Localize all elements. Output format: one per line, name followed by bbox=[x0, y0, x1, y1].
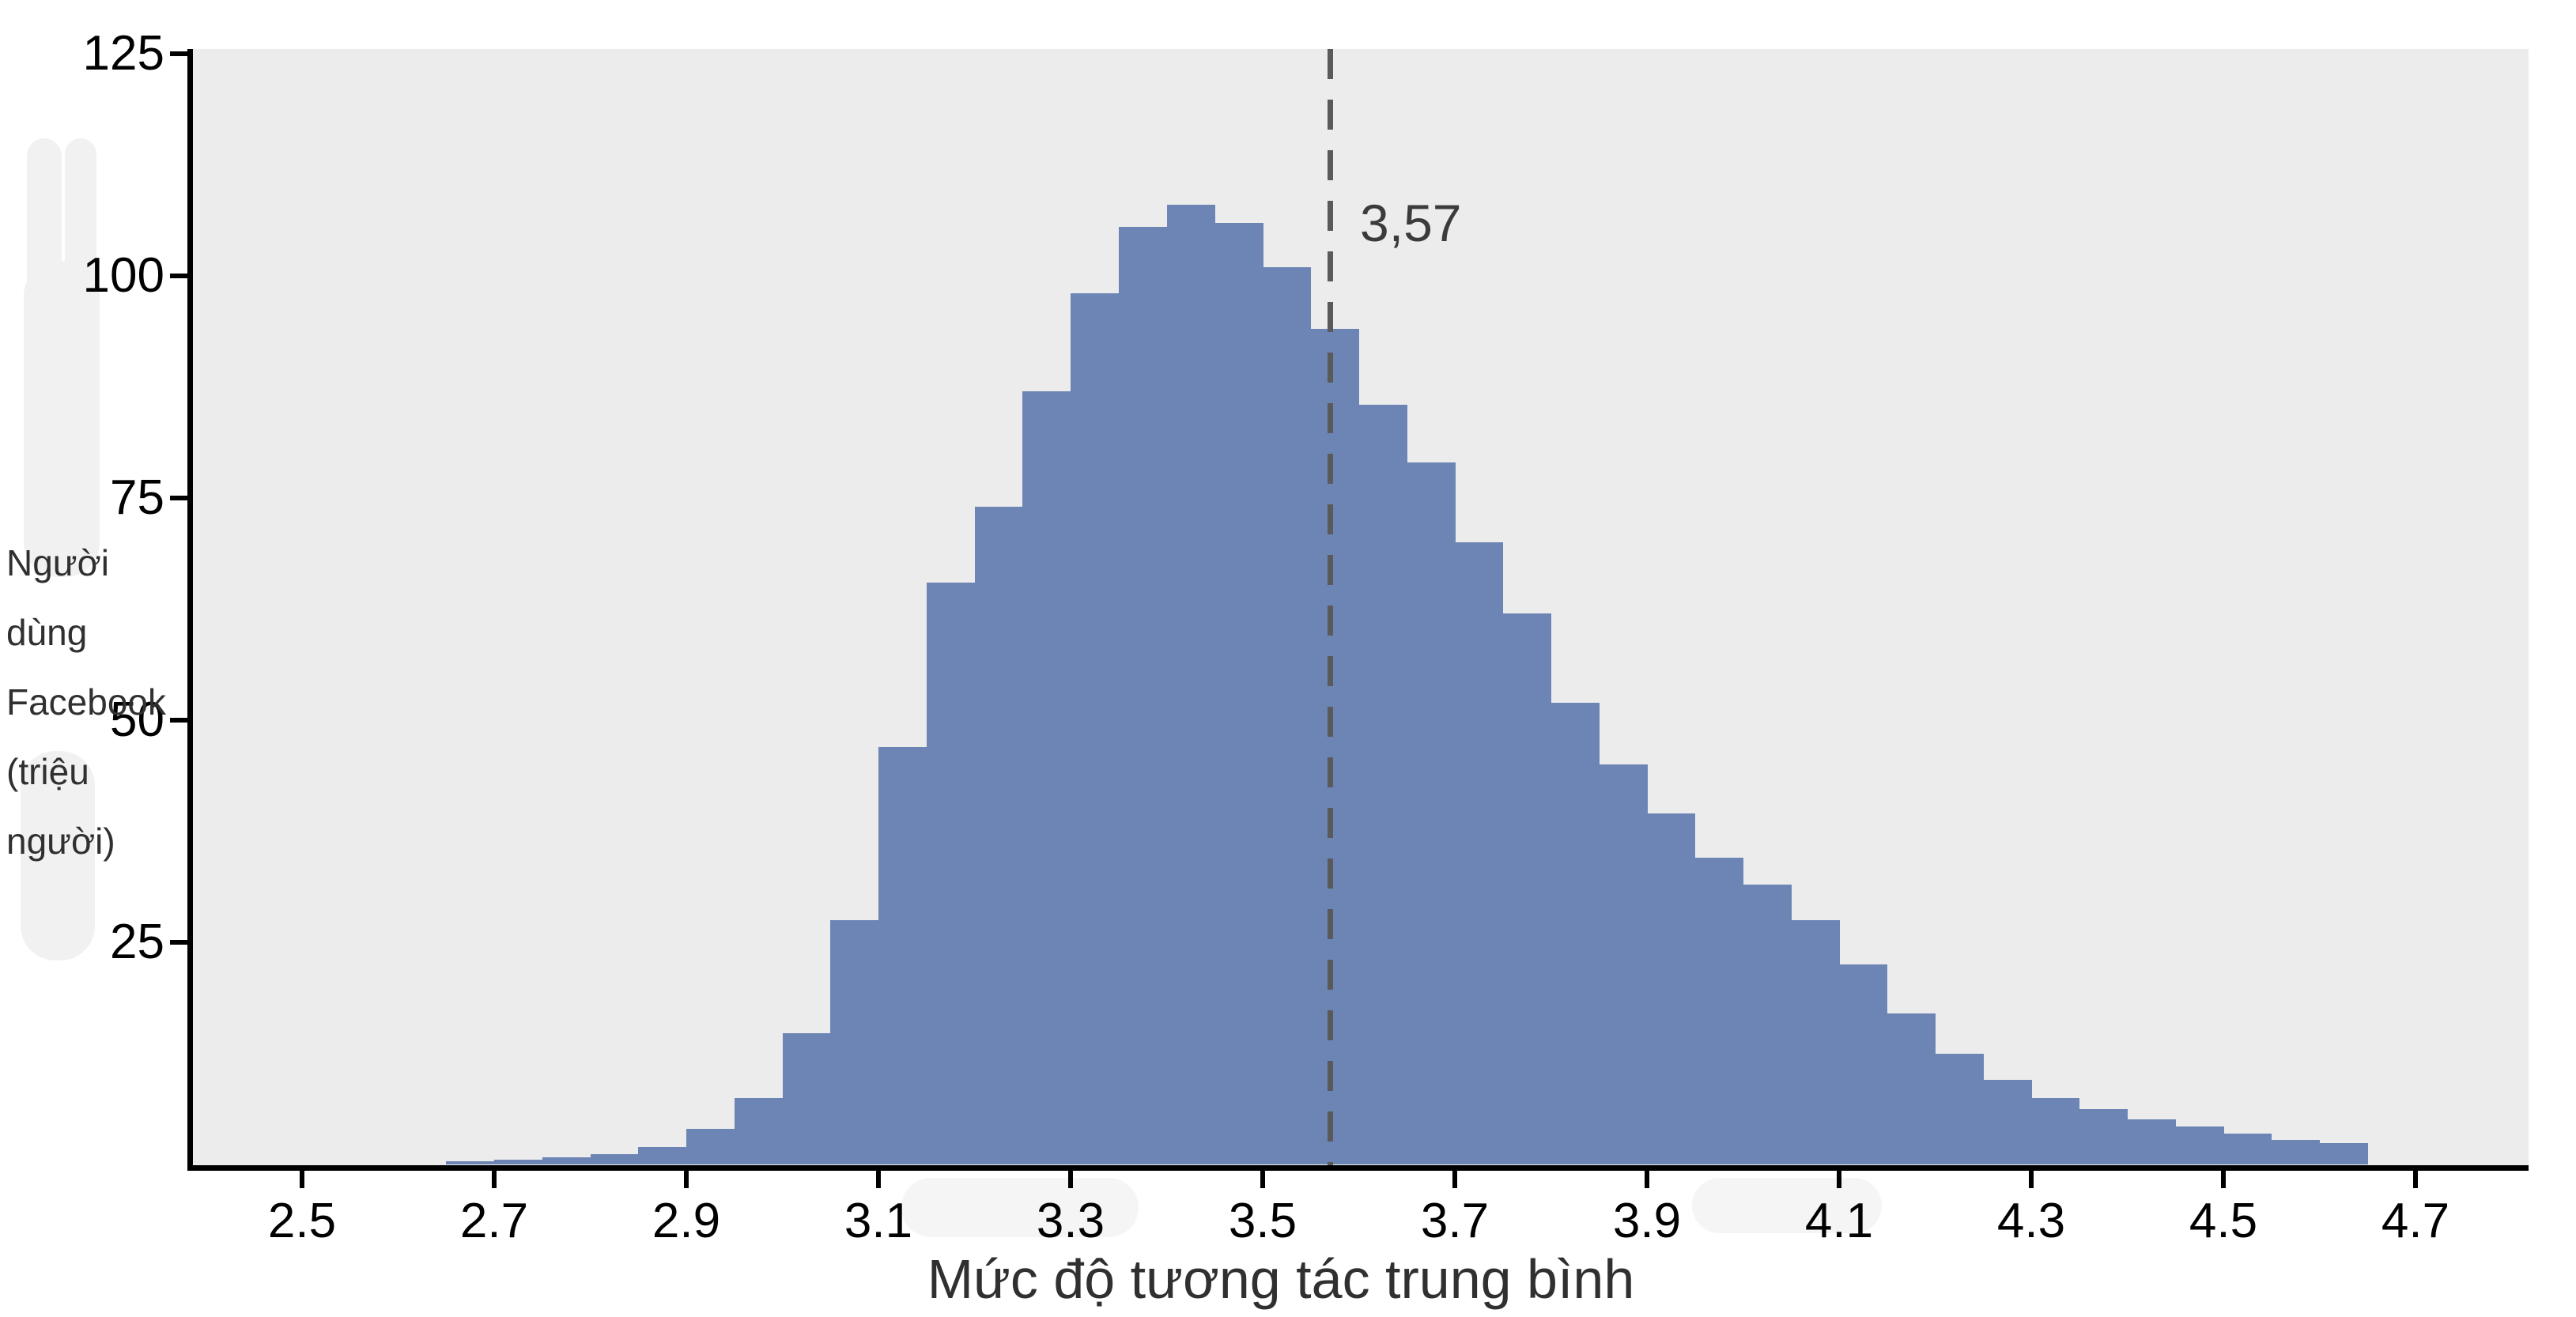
watermark-blob bbox=[24, 261, 100, 577]
mean-line bbox=[1328, 49, 1334, 1166]
x-tick-mark bbox=[1452, 1171, 1457, 1188]
histogram-bar bbox=[1743, 884, 1792, 1164]
x-tick-mark bbox=[300, 1171, 304, 1188]
x-tick-label: 4.3 bbox=[1996, 1194, 2066, 1248]
y-tick-label: 50 bbox=[110, 692, 164, 747]
y-axis-title-line: dùng bbox=[6, 612, 88, 653]
x-tick-mark bbox=[2221, 1171, 2226, 1188]
histogram-bar bbox=[878, 746, 927, 1164]
histogram-bar bbox=[782, 1032, 831, 1164]
x-tick-label: 4.1 bbox=[1804, 1194, 1874, 1248]
histogram-bar bbox=[2271, 1139, 2321, 1164]
histogram-bar bbox=[1551, 702, 1600, 1164]
histogram-bar bbox=[686, 1129, 735, 1164]
watermark-blob bbox=[901, 1178, 1139, 1237]
histogram-bar bbox=[1647, 813, 1696, 1164]
histogram-bar bbox=[1022, 391, 1071, 1164]
x-tick-label: 3.7 bbox=[1420, 1194, 1490, 1248]
histogram-bar bbox=[1214, 222, 1263, 1164]
y-tick-label: 125 bbox=[82, 26, 164, 81]
histogram-bar bbox=[830, 919, 879, 1164]
histogram-bar bbox=[1166, 205, 1215, 1164]
y-axis-title: Người dùng Facebook (triệu người) bbox=[6, 528, 167, 876]
y-tick-label: 75 bbox=[110, 470, 164, 525]
histogram-bar bbox=[974, 507, 1023, 1164]
y-axis-title-line: Người bbox=[6, 542, 109, 583]
mean-value-label: 3,57 bbox=[1360, 194, 1462, 252]
x-tick-label: 4.7 bbox=[2381, 1194, 2450, 1248]
histogram-bar bbox=[494, 1160, 543, 1164]
histogram-bar bbox=[734, 1097, 784, 1164]
x-axis-line bbox=[187, 1165, 2529, 1171]
x-tick-mark bbox=[1260, 1171, 1265, 1188]
histogram-bar bbox=[1839, 964, 1888, 1164]
histogram-bar bbox=[1791, 919, 1840, 1164]
x-tick-label: 4.5 bbox=[2189, 1194, 2258, 1248]
histogram-bar bbox=[1887, 1013, 1936, 1164]
histogram-bar bbox=[1407, 462, 1456, 1164]
y-axis-line bbox=[187, 49, 193, 1171]
histogram-bar bbox=[1310, 329, 1360, 1164]
y-tick-mark bbox=[170, 718, 187, 723]
histogram-bar bbox=[926, 582, 976, 1164]
histogram-bar bbox=[1358, 404, 1407, 1164]
x-tick-mark bbox=[1068, 1171, 1073, 1188]
x-tick-mark bbox=[1837, 1171, 1841, 1188]
histogram-bar bbox=[2079, 1109, 2128, 1164]
watermark-blob bbox=[21, 751, 95, 960]
histogram-bar bbox=[1694, 858, 1744, 1164]
histogram-bar bbox=[1983, 1080, 2032, 1164]
x-tick-mark bbox=[1645, 1171, 1649, 1188]
x-tick-mark bbox=[684, 1171, 689, 1188]
histogram-bar bbox=[1071, 293, 1120, 1164]
y-tick-mark bbox=[170, 51, 187, 56]
x-tick-label: 2.7 bbox=[459, 1194, 529, 1248]
x-tick-mark bbox=[2413, 1171, 2418, 1188]
x-tick-label: 3.5 bbox=[1228, 1194, 1297, 1248]
x-tick-label: 2.5 bbox=[267, 1194, 337, 1248]
histogram-bar bbox=[2031, 1097, 2080, 1164]
histogram-bar bbox=[1263, 266, 1312, 1164]
histogram-bar bbox=[590, 1153, 639, 1164]
histogram-bar bbox=[2175, 1126, 2224, 1164]
watermark-blob bbox=[1692, 1178, 1882, 1233]
y-axis-title-line: Facebook bbox=[6, 681, 167, 723]
x-tick-mark bbox=[876, 1171, 881, 1188]
y-tick-mark bbox=[170, 496, 187, 500]
histogram-bar bbox=[1455, 542, 1504, 1164]
x-tick-mark bbox=[2029, 1171, 2034, 1188]
histogram-bar bbox=[1118, 227, 1168, 1164]
x-axis-title: Mức độ tương tác trung bình bbox=[927, 1248, 1635, 1310]
x-tick-mark bbox=[492, 1171, 497, 1188]
histogram-bar bbox=[2223, 1133, 2272, 1164]
x-tick-label: 2.9 bbox=[652, 1194, 721, 1248]
y-tick-label: 100 bbox=[82, 248, 164, 303]
y-axis-title-line: người) bbox=[6, 821, 115, 862]
histogram-bar bbox=[638, 1146, 687, 1164]
x-tick-label: 3.9 bbox=[1612, 1194, 1682, 1248]
histogram-bar bbox=[1502, 613, 1552, 1164]
x-tick-label: 3.1 bbox=[844, 1194, 913, 1248]
histogram-bar bbox=[2127, 1119, 2176, 1164]
histogram-bar bbox=[2319, 1143, 2368, 1164]
y-tick-mark bbox=[170, 940, 187, 945]
histogram-bar bbox=[446, 1161, 495, 1164]
histogram-bar bbox=[542, 1157, 591, 1164]
y-axis-title-line: (triệu bbox=[6, 751, 89, 792]
x-tick-label: 3.3 bbox=[1036, 1194, 1105, 1248]
y-tick-label: 25 bbox=[110, 915, 164, 969]
histogram-bar bbox=[1935, 1053, 1984, 1164]
histogram-bar bbox=[1599, 764, 1648, 1164]
y-tick-mark bbox=[170, 274, 187, 278]
